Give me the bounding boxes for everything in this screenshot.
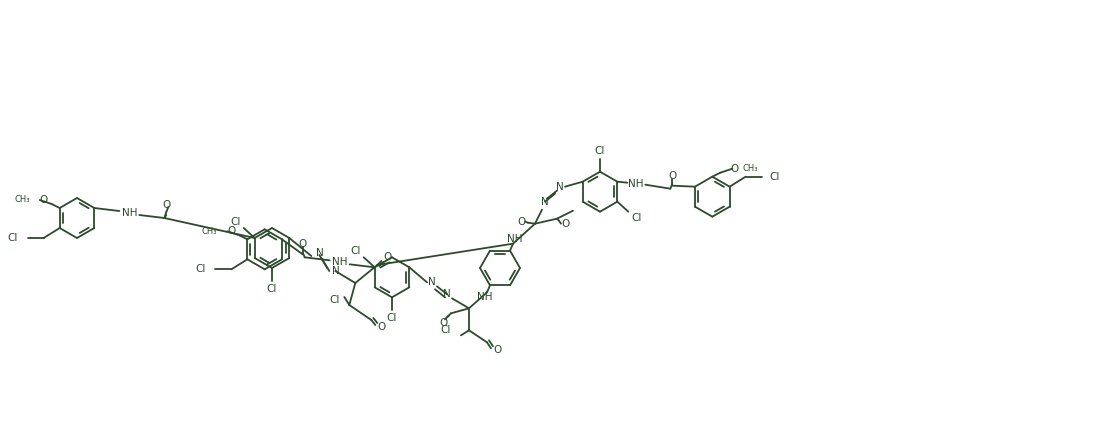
Text: Cl: Cl [267, 284, 278, 294]
Text: Cl: Cl [230, 217, 241, 227]
Text: N: N [556, 182, 564, 192]
Text: N: N [443, 290, 451, 300]
Text: NH: NH [627, 179, 643, 189]
Text: O: O [439, 318, 448, 328]
Text: N: N [316, 248, 324, 258]
Text: CH₃: CH₃ [202, 227, 217, 236]
Text: O: O [162, 200, 170, 210]
Text: Cl: Cl [351, 246, 361, 256]
Text: NH: NH [332, 257, 348, 267]
Text: O: O [377, 322, 385, 332]
Text: O: O [39, 195, 48, 205]
Text: N: N [428, 277, 436, 287]
Text: N: N [332, 266, 340, 276]
Text: CH₃: CH₃ [743, 164, 758, 173]
Text: Cl: Cl [8, 233, 18, 243]
Text: NH: NH [507, 234, 523, 244]
Text: Cl: Cl [770, 172, 780, 182]
Text: NH: NH [477, 292, 493, 302]
Text: Cl: Cl [631, 213, 642, 223]
Text: O: O [227, 226, 236, 236]
Text: O: O [383, 252, 392, 262]
Text: Cl: Cl [329, 295, 339, 305]
Text: N: N [541, 197, 548, 207]
Text: O: O [668, 170, 677, 181]
Text: Cl: Cl [195, 264, 205, 274]
Text: O: O [561, 219, 569, 228]
Text: O: O [493, 345, 501, 355]
Text: Cl: Cl [441, 325, 451, 335]
Text: O: O [731, 164, 738, 174]
Text: Cl: Cl [387, 313, 397, 324]
Text: Cl: Cl [595, 146, 606, 156]
Text: O: O [298, 239, 307, 249]
Text: O: O [517, 217, 525, 227]
Text: NH: NH [122, 208, 137, 218]
Text: CH₃: CH₃ [14, 195, 30, 204]
